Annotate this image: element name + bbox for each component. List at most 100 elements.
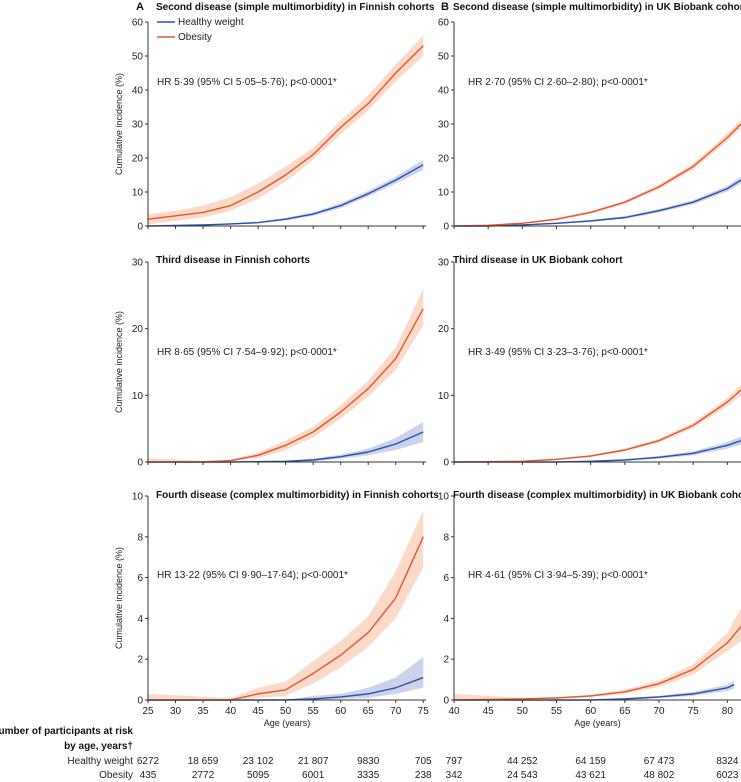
panel-6: Fourth disease (complex multimorbidity) … [438, 490, 741, 728]
y-tick-label: 10 [132, 188, 144, 199]
risk-row-label-healthy: Healthy weight [67, 756, 133, 767]
x-tick-label: 50 [280, 706, 292, 717]
y-tick-label: 10 [132, 391, 144, 402]
x-tick-label: 70 [390, 706, 402, 717]
y-tick-label: 50 [438, 52, 450, 63]
x-tick-label: 60 [335, 706, 347, 717]
y-tick-label: 60 [132, 18, 144, 29]
x-tick-label: 55 [308, 706, 320, 717]
risk-value-obesity: 342 [446, 770, 463, 781]
panel-title: Third disease in UK Biobank cohort [453, 255, 623, 266]
risk-values-group: 6272 435 18 659 2772 23 102 5095 21 807 6001 983… [137, 756, 739, 781]
obesity-series-line [147, 45, 424, 220]
y-tick-label: 60 [438, 18, 450, 29]
hr-annotation: HR 8·65 (95% CI 7·54–9·92); p<0·0001* [157, 347, 337, 358]
risk-value-obesity: 3335 [357, 770, 380, 781]
panel-title: Fourth disease (complex multimorbidity) … [156, 490, 439, 501]
risk-table: Number of participants at risk by age, y… [0, 726, 739, 781]
hr-annotation: HR 4·61 (95% CI 3·94–5·39); p<0·0001* [468, 570, 648, 581]
y-tick-label: 0 [443, 222, 449, 233]
legend-healthy-label: Healthy weight [178, 17, 244, 28]
healthy-series-line [454, 179, 741, 227]
panels-group: Second disease (simple multimorbidity) i… [114, 2, 741, 728]
y-tick-label: 0 [443, 458, 449, 469]
obesity-series-line [453, 123, 741, 227]
risk-value-obesity: 238 [415, 770, 432, 781]
y-tick-label: 20 [132, 154, 144, 165]
x-tick-label: 40 [448, 706, 460, 717]
x-tick-label: 65 [363, 706, 375, 717]
y-tick-label: 6 [443, 573, 449, 584]
y-tick-label: 0 [443, 696, 449, 707]
healthy-ci-band [454, 436, 741, 462]
y-tick-label: 20 [132, 324, 144, 335]
obesity-series-line [453, 389, 741, 463]
y-tick-label: 30 [438, 120, 450, 131]
x-axis-label: Age (years) [264, 718, 311, 728]
y-tick-label: 20 [438, 154, 450, 165]
x-tick-label: 75 [418, 706, 430, 717]
y-axis-label: Cumulative incidence (%) [114, 547, 124, 649]
risk-value-obesity: 24 543 [507, 770, 538, 781]
panel-3: Third disease in Finnish cohorts 0 10 20 30 C… [114, 255, 426, 469]
risk-table-header-line1: Number of participants at risk [0, 726, 133, 737]
hr-annotation: HR 5·39 (95% CI 5·05–5·76); p<0·0001* [157, 77, 337, 88]
y-tick-label: 10 [438, 391, 450, 402]
x-tick-label: 35 [197, 706, 209, 717]
y-tick-label: 30 [438, 258, 450, 269]
panel-2: Second disease (simple multimorbidity) i… [438, 2, 741, 233]
risk-value-obesity: 6001 [302, 770, 325, 781]
y-tick-label: 40 [438, 86, 450, 97]
panel-title: Third disease in Finnish cohorts [156, 255, 310, 266]
risk-value-obesity: 2772 [192, 770, 215, 781]
risk-value-healthy: 44 252 [507, 756, 538, 767]
obesity-ci-band [148, 288, 424, 462]
x-tick-label: 65 [619, 706, 631, 717]
y-tick-label: 10 [438, 188, 450, 199]
legend-obesity-label: Obesity [178, 32, 212, 43]
risk-value-healthy: 21 807 [298, 756, 329, 767]
obesity-ci-band [454, 608, 741, 700]
y-axis-label: Cumulative incidence (%) [114, 73, 124, 175]
x-tick-label: 60 [585, 706, 597, 717]
obesity-series-line [148, 536, 424, 701]
healthy-ci-band [454, 176, 741, 226]
risk-value-obesity: 435 [140, 770, 157, 781]
risk-value-obesity: 5095 [247, 770, 270, 781]
obesity-ci-band [148, 510, 424, 700]
hr-annotation: HR 2·70 (95% CI 2·60–2·80); p<0·0001* [468, 77, 648, 88]
x-axis-label: Age (years) [574, 718, 621, 728]
panel-title: Second disease (simple multimorbidity) i… [156, 2, 435, 13]
obesity-ci-band [148, 35, 424, 225]
y-tick-label: 10 [132, 492, 144, 503]
y-tick-label: 8 [137, 532, 143, 543]
y-tick-label: 50 [132, 52, 144, 63]
healthy-ci-band [148, 422, 424, 462]
panel-4: Third disease in UK Biobank cohort 0 10 20 3… [438, 255, 741, 469]
hr-annotation: HR 3·49 (95% CI 3·23–3·76); p<0·0001* [468, 347, 648, 358]
risk-value-healthy: 9830 [357, 756, 380, 767]
obesity-series-line [148, 308, 424, 463]
x-tick-label: 80 [722, 706, 734, 717]
risk-value-healthy: 64 159 [575, 756, 606, 767]
y-tick-label: 30 [132, 258, 144, 269]
y-tick-label: 20 [438, 324, 450, 335]
obesity-series-line [453, 626, 741, 701]
panel-letter-a: A [136, 1, 144, 13]
legend: Healthy weight Obesity [157, 17, 244, 43]
y-tick-label: 10 [438, 492, 450, 503]
y-tick-label: 0 [137, 458, 143, 469]
y-tick-label: 4 [443, 614, 449, 625]
y-tick-label: 0 [137, 696, 143, 707]
risk-value-healthy: 8324 [716, 756, 739, 767]
hr-annotation: HR 13·22 (95% CI 9·90–17·64); p<0·0001* [157, 570, 348, 581]
risk-value-obesity: 43 621 [575, 770, 606, 781]
risk-value-healthy: 6272 [137, 756, 160, 767]
x-tick-label: 70 [653, 706, 665, 717]
healthy-series-line [147, 164, 424, 227]
x-tick-label: 45 [253, 706, 265, 717]
x-tick-label: 25 [142, 706, 154, 717]
healthy-ci-band [148, 159, 424, 226]
panel-title: Fourth disease (complex multimorbidity) … [453, 490, 741, 501]
y-axis-label: Cumulative incidence (%) [114, 311, 124, 413]
